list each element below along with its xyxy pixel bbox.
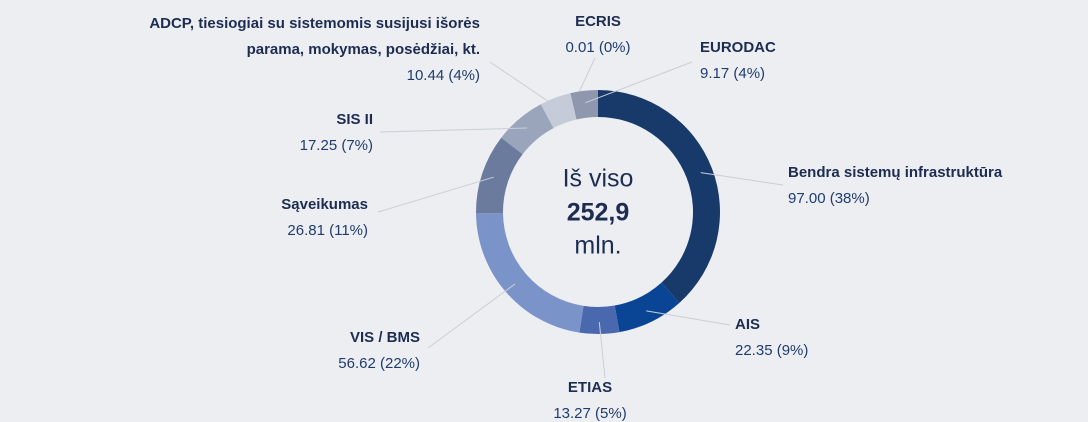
- donut-segment: [570, 90, 598, 120]
- category-label: VIS / BMS: [350, 329, 420, 346]
- value-label: 26.81 (11%): [287, 222, 368, 239]
- center-unit: mln.: [574, 232, 621, 260]
- value-label: 0.01 (0%): [565, 39, 630, 56]
- value-label: 10.44 (4%): [407, 67, 480, 84]
- value-label: 56.62 (22%): [338, 355, 420, 372]
- leader-line: [598, 321, 606, 379]
- leader-line: [585, 61, 693, 104]
- donut-segment: [614, 282, 680, 333]
- value-label: 9.17 (4%): [700, 65, 765, 82]
- donut-segment: [579, 305, 620, 334]
- leader-line: [379, 127, 528, 133]
- center-total: 252,9: [567, 199, 630, 227]
- donut-segment: [570, 93, 577, 120]
- leader-line: [377, 176, 494, 213]
- donut-segment: [476, 213, 584, 333]
- leader-line: [646, 310, 731, 326]
- donut-segment: [501, 104, 554, 155]
- center-label: Iš viso: [563, 165, 634, 193]
- value-label: 22.35 (9%): [735, 342, 808, 359]
- category-label: SIS II: [336, 111, 373, 128]
- category-label: ADCP, tiesiogiai su sistemomis susijusi …: [149, 15, 480, 58]
- category-label: ETIAS: [568, 379, 612, 396]
- leader-line: [427, 283, 516, 349]
- value-label: 97.00 (38%): [788, 190, 870, 207]
- category-label: EURODAC: [700, 39, 776, 56]
- donut-segment: [598, 90, 720, 303]
- value-label: 13.27 (5%): [553, 405, 626, 422]
- category-label: AIS: [735, 316, 760, 333]
- category-label: ECRIS: [575, 13, 621, 30]
- leader-line: [700, 172, 784, 186]
- donut-segment: [476, 137, 523, 214]
- leader-line: [489, 61, 560, 110]
- category-label: Sąveikumas: [281, 196, 368, 213]
- value-label: 17.25 (7%): [300, 137, 373, 154]
- category-label: Bendra sistemų infrastruktūra: [788, 164, 1003, 181]
